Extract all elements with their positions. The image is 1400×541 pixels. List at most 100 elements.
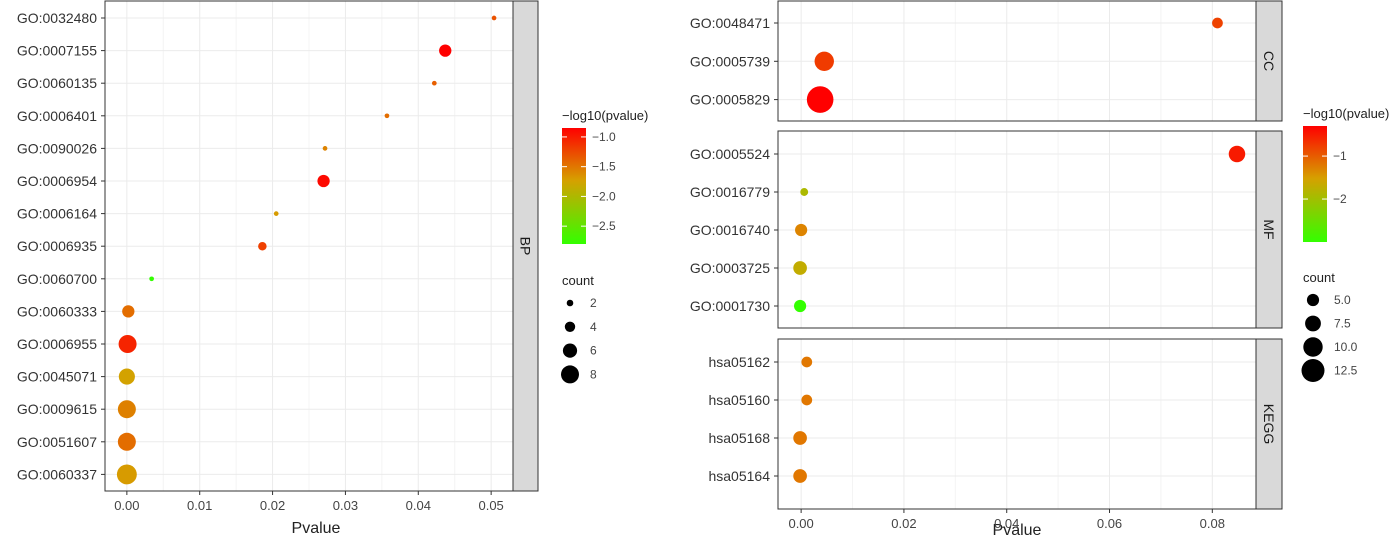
y-tick-label: GO:0005829: [690, 92, 770, 108]
bp-size-legend-label: 4: [590, 320, 597, 334]
data-point-go-0060337: [116, 464, 137, 485]
right-size-legend-label: 10.0: [1334, 340, 1358, 354]
y-tick-label: GO:0006954: [17, 173, 97, 189]
bp-color-tick-label: −1.5: [592, 160, 616, 174]
data-point-go-0009615: [117, 400, 136, 419]
data-point-go-0006935: [258, 241, 267, 251]
data-point-go-0006954: [317, 174, 330, 188]
data-point-hsa05168: [793, 431, 807, 445]
bp-x-axis-label: Pvalue: [292, 520, 341, 536]
data-point-go-0016779: [800, 188, 809, 196]
y-tick-label: GO:0006164: [17, 206, 97, 222]
y-tick-label: GO:0006401: [17, 108, 97, 124]
data-point-go-0006401: [384, 113, 390, 119]
y-tick-label: hsa05164: [708, 468, 770, 484]
facet-strip-label: CC: [1261, 51, 1277, 71]
y-tick-label: hsa05168: [708, 430, 770, 446]
bp-size-legend-label: 8: [590, 367, 597, 381]
y-tick-label: GO:0016740: [690, 222, 770, 238]
data-point-go-0016740: [795, 223, 808, 237]
y-tick-label: hsa05160: [708, 392, 770, 408]
right-x-tick-label: 0.06: [1097, 516, 1122, 531]
right-size-legend-title: count: [1303, 270, 1335, 285]
facet-strip-label: BP: [518, 237, 534, 256]
data-point-hsa05162: [801, 356, 813, 368]
y-tick-label: GO:0005524: [690, 146, 770, 162]
right-size-legend-key: [1306, 293, 1320, 307]
facet-strip-label: KEGG: [1261, 404, 1277, 444]
y-tick-label: GO:0006955: [17, 336, 97, 352]
bp-x-tick-label: 0.03: [333, 498, 358, 513]
right-x-tick-label: 0.00: [788, 516, 813, 531]
y-tick-label: GO:0032480: [17, 10, 97, 26]
right-size-legend-key: [1301, 359, 1325, 382]
y-tick-label: GO:0060135: [17, 75, 97, 91]
y-tick-label: hsa05162: [708, 354, 770, 370]
y-tick-label: GO:0006935: [17, 238, 97, 254]
panel-border: [777, 338, 1257, 510]
bp-x-tick-label: 0.04: [406, 498, 431, 513]
right-color-tick-label: −1: [1333, 149, 1347, 163]
bp-color-legend-title: −log10(pvalue): [562, 108, 648, 123]
right-panel-mf: GO:0005524 GO:0016779 GO:0016740 GO:0003725…: [690, 130, 1283, 329]
data-point-hsa05164: [793, 469, 807, 483]
bp-color-bar: [562, 128, 586, 244]
right-x-tick-label: 0.08: [1200, 516, 1225, 531]
data-point-go-0001730: [794, 299, 807, 313]
data-point-go-0005829: [806, 86, 834, 113]
y-tick-label: GO:0051607: [17, 434, 97, 450]
facet-strip: [1255, 130, 1283, 329]
facet-strip-label: MF: [1261, 219, 1277, 239]
y-tick-label: GO:0048471: [690, 15, 770, 31]
data-point-hsa05160: [801, 394, 813, 406]
right-panel-cc: GO:0048471 GO:0005739 GO:0005829 CC: [690, 0, 1283, 122]
data-point-go-0060333: [122, 305, 135, 318]
bp-size-legend-label: 6: [590, 344, 597, 358]
cc-mf-kegg-chart: Pvalue −log10(pvalue) count 0.00 0.02 0.04…: [690, 0, 1389, 539]
bp-color-tick-label: −1.0: [592, 130, 616, 144]
right-size-legend-key: [1303, 337, 1323, 357]
bp-x-tick-label: 0.01: [187, 498, 212, 513]
right-x-tick-label: 0.02: [891, 516, 916, 531]
bp-panel-bp: GO:0032480 GO:0007155 GO:0060135 GO:0006401…: [17, 0, 539, 492]
bp-color-tick-label: −2.0: [592, 189, 616, 203]
right-size-legend-label: 7.5: [1334, 317, 1351, 331]
right-x-axis-label: Pvalue: [993, 522, 1042, 536]
bp-x-tick-label: 0.05: [478, 498, 503, 513]
data-point-go-0007155: [439, 44, 452, 57]
right-size-legend-key: [1305, 315, 1321, 332]
y-tick-label: GO:0007155: [17, 43, 97, 59]
y-tick-label: GO:0060333: [17, 303, 97, 319]
bp-chart: Pvalue −log10(pvalue) count 0.00 0.01 0.02…: [17, 0, 648, 537]
y-tick-label: GO:0045071: [17, 369, 97, 385]
bp-size-legend-key: [564, 321, 576, 332]
data-point-go-0045071: [118, 368, 135, 385]
bp-color-tick-label: −2.5: [592, 219, 616, 233]
y-tick-label: GO:0009615: [17, 401, 97, 417]
bp-size-legend-title: count: [562, 273, 594, 288]
data-point-go-0048471: [1212, 17, 1223, 29]
data-point-go-0090026: [322, 146, 328, 151]
y-tick-label: GO:0016779: [690, 184, 770, 200]
y-tick-label: GO:0090026: [17, 140, 97, 156]
data-point-go-0005524: [1228, 145, 1246, 163]
y-tick-label: GO:0001730: [690, 298, 770, 314]
y-tick-label: GO:0060337: [17, 466, 97, 482]
bp-x-tick-label: 0.02: [260, 498, 285, 513]
data-point-go-0003725: [793, 261, 807, 275]
right-size-legend-label: 5.0: [1334, 293, 1351, 307]
right-color-legend-title: −log10(pvalue): [1303, 106, 1389, 121]
right-size-legend-label: 12.5: [1334, 364, 1358, 378]
bp-size-legend-key: [566, 299, 574, 307]
facet-strip: [512, 0, 539, 492]
bp-x-tick-label: 0.00: [114, 498, 139, 513]
data-point-go-0060135: [431, 80, 437, 86]
data-point-go-0051607: [117, 432, 136, 451]
bp-size-legend-label: 2: [590, 296, 597, 310]
y-tick-label: GO:0060700: [17, 271, 97, 287]
data-point-go-0006955: [118, 335, 137, 353]
data-point-go-0060700: [149, 276, 154, 282]
data-point-go-0032480: [491, 15, 497, 21]
